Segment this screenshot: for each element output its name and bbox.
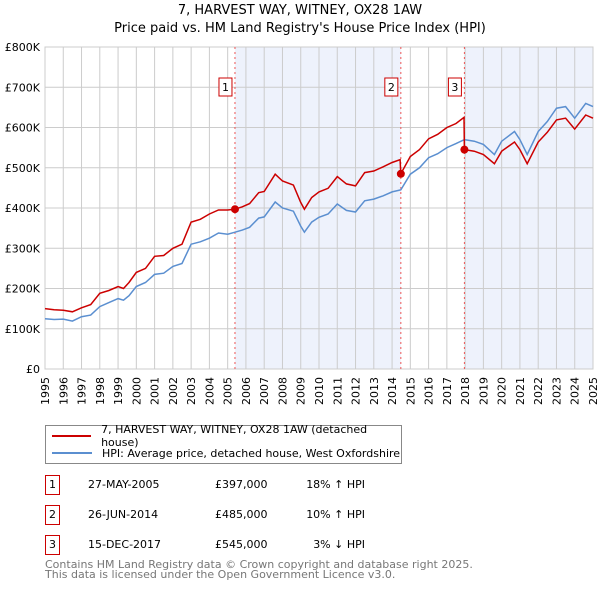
transaction-price: £485,000 [215,508,268,521]
x-tick-label: 2009 [295,377,308,405]
y-tick-label: £500K [5,162,41,175]
transaction-marker: 2 [45,505,60,525]
x-tick-label: 2021 [514,377,527,405]
x-tick-label: 1995 [39,377,52,405]
y-tick-label: £600K [5,122,41,135]
x-tick-label: 2002 [167,377,180,405]
x-tick-label: 2020 [496,377,509,405]
x-tick-label: 2014 [386,377,399,405]
legend-item-hpi: HPI: Average price, detached house, West… [52,445,400,461]
sale-label-box [384,77,399,97]
legend-label-property: 7, HARVEST WAY, WITNEY, OX28 1AW (detach… [101,423,368,449]
legend-label-hpi: HPI: Average price, detached house, West… [102,446,401,460]
x-tick-label: 2006 [240,377,253,405]
chart-title: 7, HARVEST WAY, WITNEY, OX28 1AW [177,3,423,18]
x-tick-label: 1996 [57,377,70,405]
x-tick-label: 2018 [459,377,472,405]
x-tick-label: 2004 [203,377,216,405]
transaction-date: 26-JUN-2014 [88,508,159,521]
x-tick-label: 2008 [276,377,289,405]
x-tick-label: 2015 [404,377,417,405]
y-tick-label: £400K [5,202,41,215]
x-tick-label: 2012 [350,377,363,405]
transaction-hpi-diff: 18% ↑ HPI [306,478,365,491]
y-tick-label: £100K [5,323,41,336]
property-line-swatch [52,435,92,437]
x-tick-label: 2019 [477,377,490,405]
footer-licence: This data is licensed under the Open Gov… [45,568,396,581]
x-tick-label: 1998 [94,377,107,405]
x-tick-label: 2016 [423,377,436,405]
x-tick-label: 2005 [222,377,235,405]
x-tick-label: 2007 [258,377,271,405]
transaction-price: £545,000 [215,538,268,551]
hpi-series-line [44,102,594,322]
property-series-line [44,114,594,313]
sale-label-box [218,77,233,97]
x-tick-label: 2000 [130,377,143,405]
x-tick-label: 2017 [441,377,454,405]
x-tick-label: 2003 [185,377,198,405]
transaction-price: £397,000 [215,478,268,491]
y-tick-label: £200K [5,283,41,296]
y-tick-label: £800K [5,41,41,54]
y-tick-label: £300K [5,242,41,255]
transaction-row: 2 26-JUN-2014 £485,000 10% ↑ HPI [45,505,445,525]
legend-item-property: 7, HARVEST WAY, WITNEY, OX28 1AW (detach… [52,423,401,449]
x-tick-label: 2013 [368,377,381,405]
sale-label: 2 [388,81,395,94]
sale-label: 1 [222,81,229,94]
price-chart: 1995 1996 1997 1998 1999 2000 2001 2002 2003 2004… [5,41,600,405]
sale-label: 3 [451,81,458,94]
transaction-row: 1 27-MAY-2005 £397,000 18% ↑ HPI [45,475,445,495]
x-tick-label: 2025 [587,377,600,405]
x-tick-label: 2023 [550,377,563,405]
x-tick-label: 2024 [569,377,582,405]
sale-point [396,169,405,178]
transaction-marker: 3 [45,535,60,555]
sale-point [230,205,239,214]
transaction-date: 27-MAY-2005 [88,478,160,491]
x-tick-label: 2010 [313,377,326,405]
plot-frame [44,46,594,370]
sale-point [460,145,469,154]
y-tick-label: £700K [5,81,41,94]
legend: 7, HARVEST WAY, WITNEY, OX28 1AW (detach… [45,423,402,464]
y-tick-label: £0 [26,363,40,376]
chart-subtitle: Price paid vs. HM Land Registry's House … [114,21,486,36]
transaction-hpi-diff: 3% ↓ HPI [313,538,365,551]
x-tick-label: 1997 [76,377,89,405]
x-tick-label: 2001 [149,377,162,405]
x-tick-label: 2011 [331,377,344,405]
footer-copyright: Contains HM Land Registry data © Crown c… [45,558,473,571]
sale-label-box [447,77,462,97]
transaction-row: 3 15-DEC-2017 £545,000 3% ↓ HPI [45,535,445,555]
footer: Contains HM Land Registry data © Crown c… [45,558,473,581]
x-tick-label: 2022 [532,377,545,405]
transaction-date: 15-DEC-2017 [88,538,162,551]
x-tick-label: 1999 [112,377,125,405]
transaction-marker: 1 [45,475,60,495]
transaction-hpi-diff: 10% ↑ HPI [306,508,365,521]
hpi-line-swatch [52,452,92,454]
